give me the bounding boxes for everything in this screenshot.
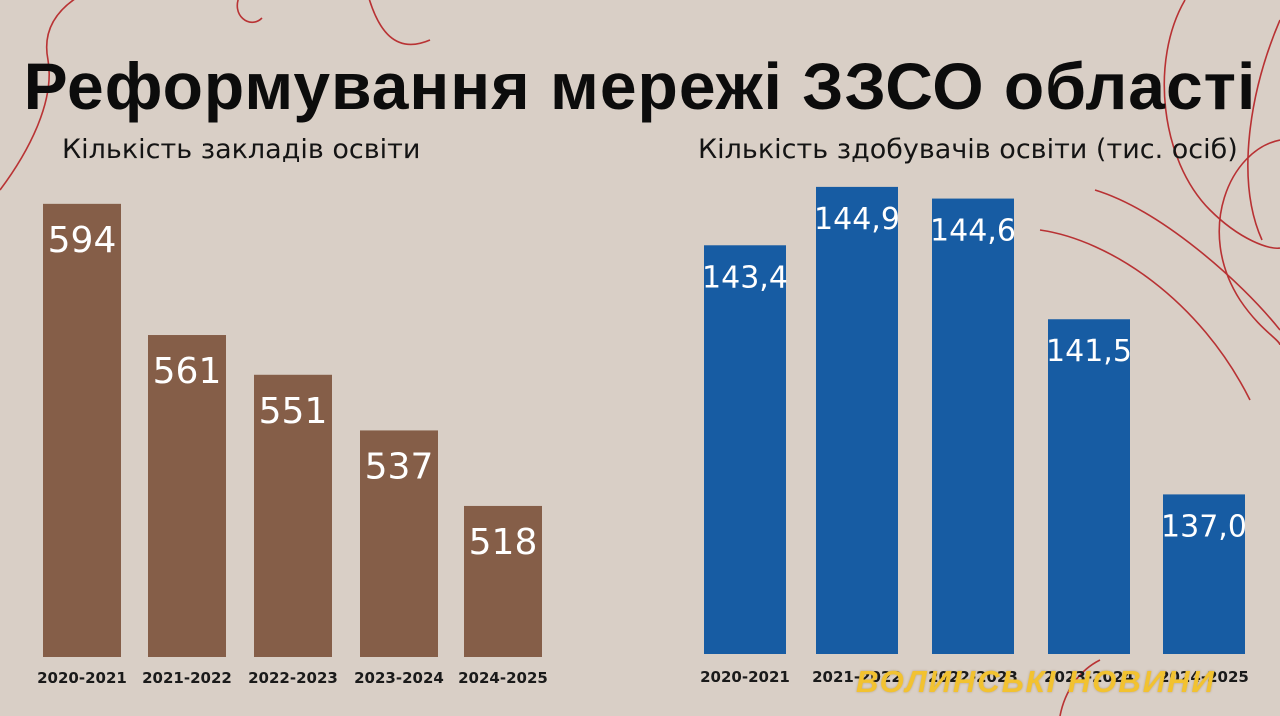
- institutions-bar-2023-2024: [360, 430, 438, 657]
- institutions-bar-2020-2021: [43, 203, 121, 657]
- decor-curve-right-2: [1163, 0, 1280, 250]
- chart-title-institutions: Кількість закладів освіти: [62, 134, 421, 165]
- institutions-value-label: 537: [365, 446, 434, 487]
- students-value-label: 143,4: [702, 260, 788, 295]
- students-value-label: 144,9: [814, 202, 900, 237]
- institutions-tick-label: 2022-2023: [248, 669, 338, 687]
- students-bar-2024-2025: [1163, 494, 1245, 654]
- students-tick-label: 2020-2021: [700, 668, 790, 686]
- decor-curve-top-mid: [236, 0, 263, 24]
- institutions-bar-2022-2023: [254, 374, 332, 657]
- institutions-tick-label: 2023-2024: [354, 669, 444, 687]
- students-bar-2020-2021: [704, 245, 786, 654]
- students-tick-label: 2023-2024: [1044, 668, 1134, 686]
- institutions-tick-label: 2024-2025: [458, 669, 548, 687]
- students-tick-label: 2021-2022: [812, 668, 902, 686]
- students-tick-label: 2022-2023: [928, 668, 1018, 686]
- institutions-value-label: 561: [153, 351, 222, 392]
- decor-curve-right-3: [1247, 19, 1280, 241]
- institutions-tick-label: 2021-2022: [142, 669, 232, 687]
- students-value-label: 137,0: [1161, 509, 1247, 544]
- students-tick-label: 2024-2025: [1159, 668, 1249, 686]
- decor-curve-top-center: [368, 0, 431, 46]
- decor-curve-bottom: [1059, 659, 1101, 716]
- institutions-bar-2021-2022: [148, 335, 226, 657]
- students-bar-2022-2023: [932, 198, 1014, 654]
- decor-curve-right-5: [1094, 189, 1280, 331]
- decor-curve-right-4: [1039, 229, 1251, 401]
- institutions-bar-2024-2025: [464, 505, 542, 657]
- institutions-value-label: 594: [48, 220, 117, 261]
- institutions-value-label: 551: [259, 391, 328, 432]
- decor-curve-top-left: [0, 0, 75, 191]
- chart-title-students: Кількість здобувачів освіти (тис. осіб): [698, 134, 1238, 165]
- page-title: Реформування мережі ЗЗСО області: [23, 49, 1257, 123]
- students-value-label: 144,6: [930, 214, 1016, 249]
- institutions-tick-label: 2020-2021: [37, 669, 127, 687]
- students-value-label: 141,5: [1046, 334, 1132, 369]
- students-bar-2021-2022: [816, 186, 898, 654]
- watermark-logo: ВОЛИНСЬКІ НОВИНИ: [856, 664, 1216, 699]
- institutions-value-label: 518: [469, 522, 538, 563]
- students-bar-2023-2024: [1048, 319, 1130, 654]
